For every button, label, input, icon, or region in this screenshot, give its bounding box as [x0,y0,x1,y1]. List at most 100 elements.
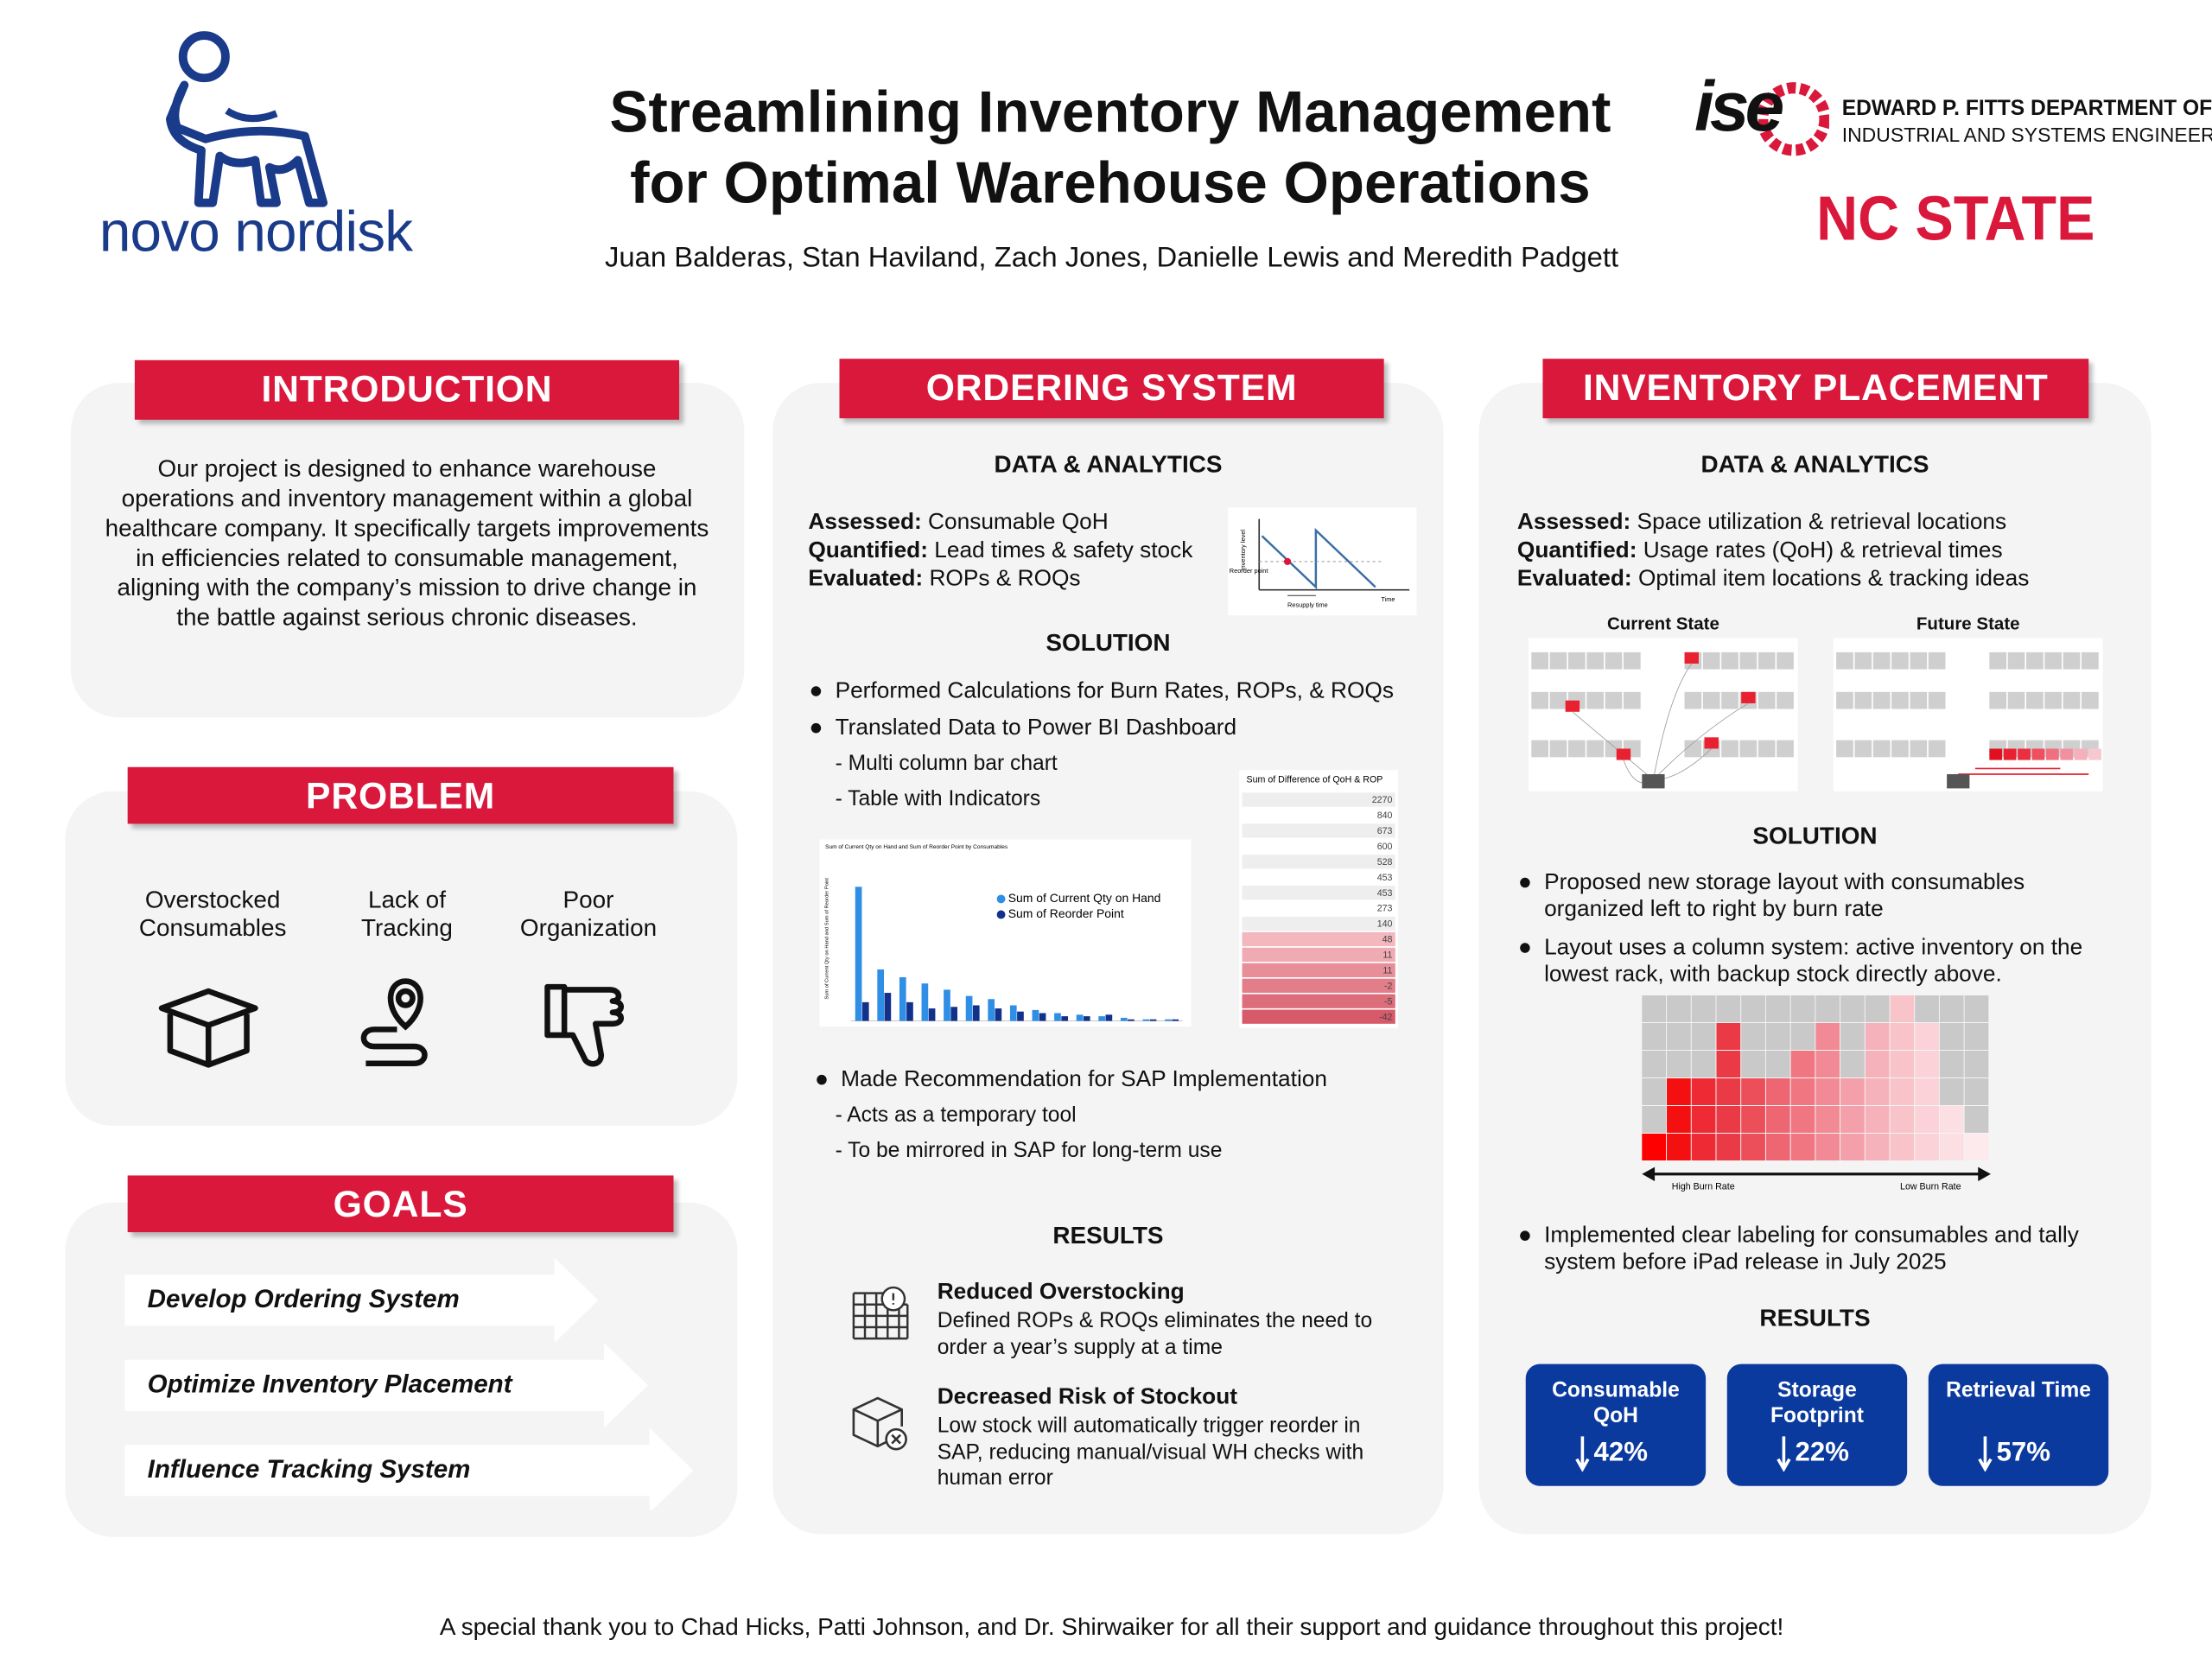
rack-cell [1836,691,1853,709]
thumbs-down-icon [544,983,624,1067]
heat-cell [1840,1134,1865,1161]
sub-item: - Acts as a temporary tool [835,1103,1077,1128]
heat-cell [1741,995,1765,1023]
heat-cell [1765,995,1790,1023]
heat-cell [1939,1078,1964,1106]
heat-cell [1790,1023,1815,1051]
route-icon [360,978,428,1067]
term: Quantified: [808,538,928,563]
table-row [1242,855,1395,869]
heat-cell [1890,995,1915,1023]
table-value: 528 [1377,857,1393,868]
subheading: SOLUTION [1046,629,1171,657]
item [1704,737,1719,749]
section-heading: ORDERING SYSTEM [839,359,1384,419]
table-value: 600 [1377,842,1393,852]
rack-cell [1910,652,1928,670]
rack-cell [2007,691,2025,709]
authors: Juan Balderas, Stan Haviland, Zach Jones… [605,242,1619,274]
rack-cell [1891,740,1909,758]
item [2003,748,2017,760]
rack-cell [1836,740,1853,758]
rack-cell [1989,691,2007,709]
text: Usage rates (QoH) & retrieval times [1637,538,2003,563]
bar [1083,1016,1090,1021]
sub-item: - Table with Indicators [835,786,1041,811]
novo-logo-mark [166,31,328,207]
metric-value: 57% [1996,1438,2050,1468]
bar [944,989,950,1021]
text: Space utilization & retrieval locations [1630,510,2007,535]
heat-cell [1939,1051,1964,1078]
rack-cell [1872,652,1891,670]
rack-cell [1684,691,1702,709]
item [2031,748,2045,760]
bar [928,1008,936,1021]
subheading: DATA & ANALYTICS [994,450,1223,479]
heat-cell [1667,1134,1691,1161]
heat-cell [1741,1078,1765,1106]
heat-cell [1890,1078,1915,1106]
subheading: DATA & ANALYTICS [1700,450,1929,479]
heat-cell [1964,1078,1989,1106]
arrow-shape [1575,1436,1590,1472]
rack-cell [1623,691,1641,709]
analysis-line: Assessed: Consumable QoH [808,511,1108,537]
heat-cell [1939,1023,1964,1051]
subheading: RESULTS [1052,1222,1164,1249]
metric-card: Consumable QoH 42% [1525,1363,1707,1486]
rack-cell [1758,691,1776,709]
heat-cell [1691,1134,1716,1161]
dept-line: INDUSTRIAL AND SYSTEMS ENGINEERING [1841,123,2212,147]
workstation [1947,774,1970,789]
sub-item: - To be mirrored in SAP for long-term us… [835,1138,1223,1163]
rack-cell [1872,691,1891,709]
table-row [1242,994,1395,1008]
footer: A special thank you to Chad Hicks, Patti… [439,1613,1784,1641]
rack-cell [1605,652,1623,670]
ise-gear [1758,82,1829,156]
heat-cell [1840,995,1865,1023]
result-text: Low stock will automatically trigger reo… [937,1414,1364,1491]
item [2018,748,2031,760]
heat-cell [1691,995,1716,1023]
rack-cell [1702,691,1720,709]
bar-chart: Sum of Current Qty on Hand and Sum of Re… [819,839,1192,1027]
rack-cell [1928,740,1946,758]
rack-cell [1836,652,1853,670]
rack-cell [1605,691,1623,709]
heat-cell [1915,1106,1939,1134]
table-row [1242,978,1395,993]
sawtooth-graph: Inventory level Reorder point Resupply t… [1228,507,1417,616]
bar [899,976,906,1021]
rack-cell [1910,740,1928,758]
term: Assessed: [808,510,922,535]
metric-card: Storage Footprint 22% [1726,1363,1908,1486]
analysis-line: Quantified: Usage rates (QoH) & retrieva… [1517,539,2003,565]
table-title: Sum of Difference of QoH & ROP [1246,774,1382,785]
heat-cell [1790,1106,1815,1134]
heat-cell [1667,1023,1691,1051]
heat-cell [1815,995,1840,1023]
heat-cell [1964,1023,1989,1051]
heat-cell [1964,1051,1989,1078]
problem-item: Overstocked Consumables [138,886,287,942]
heat-cell [1865,1078,1890,1106]
rack-cell [1777,740,1794,758]
table-value: -5 [1384,996,1393,1007]
bar [1017,1011,1024,1021]
heat-cell [1915,1051,1939,1078]
rack-cell [1989,652,2007,670]
heat-cell [1790,1134,1815,1161]
table-value: -2 [1384,981,1393,991]
result-title: Decreased Risk of Stockout [937,1385,1238,1410]
table-value: 453 [1377,873,1393,883]
heat-cell [1790,995,1815,1023]
rack-cell [1928,652,1946,670]
bar [950,1007,958,1021]
text: ROPs & ROQs [923,567,1081,592]
arrow-shape [1978,1436,1993,1472]
item [2088,748,2102,760]
bullet: Proposed new storage layout with consuma… [1520,869,2111,923]
route [1653,702,1749,780]
